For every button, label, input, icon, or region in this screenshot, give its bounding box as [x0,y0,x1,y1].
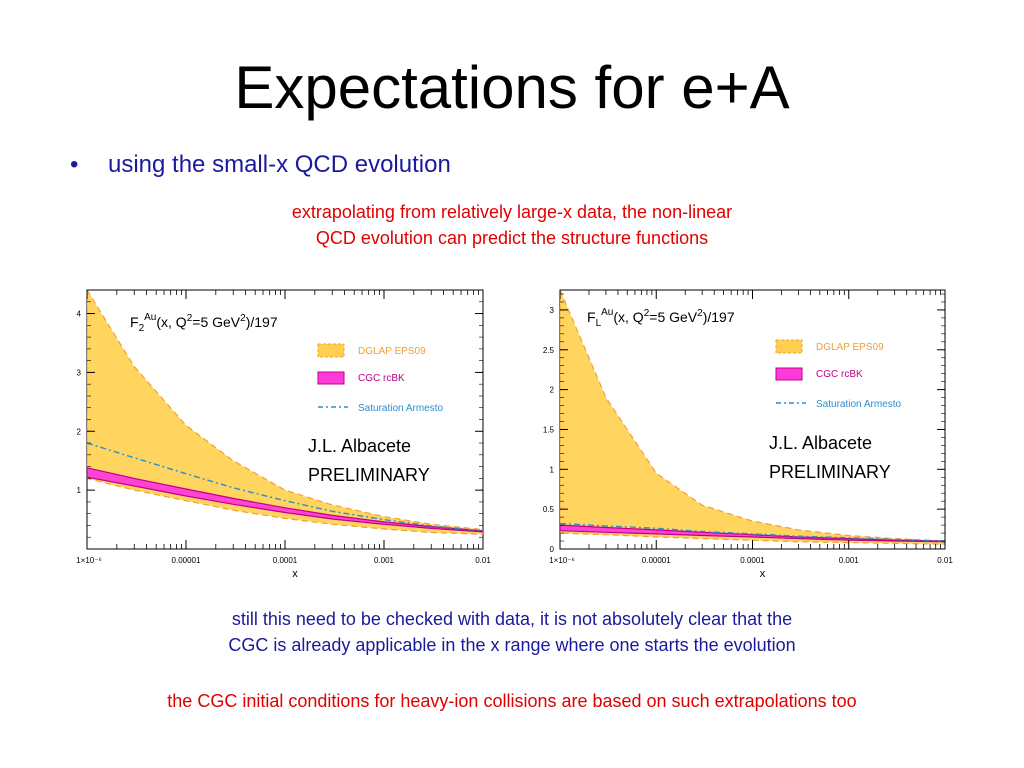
y-tick-label: 1.5 [543,425,555,434]
legend-dglap-swatch [317,343,345,358]
legend-cgc-swatch [775,367,803,381]
y-tick-label: 2.5 [543,346,555,355]
chart-title: F2Au(x, Q2=5 GeV2)/197 [130,312,278,334]
legend: DGLAP EPS09 CGC rcBK Saturation Armesto [775,339,901,410]
legend-dglap-label: DGLAP EPS09 [816,342,884,353]
x-tick-label: 0.001 [839,556,860,565]
x-tick-label: 0.0001 [740,556,765,565]
y-tick-label: 1 [77,486,82,495]
x-tick-label: 1×10⁻⁶ [549,556,575,565]
x-tick-label: 0.00001 [642,556,671,565]
legend-dglap-swatch [775,339,803,354]
y-axis: 0 0.5 1 1.5 2 2.5 3 [543,293,945,554]
chart-f2-panel: 1×10⁻⁶ 0.00001 0.0001 0.001 0.01 x 1 2 3 4 F2Au(x,… [60,282,496,587]
legend: DGLAP EPS09 CGC rcBK Saturation Armesto [317,343,443,414]
y-tick-label: 2 [77,427,82,436]
annotation-preliminary: PRELIMINARY [308,465,430,485]
x-tick-label: 0.00001 [172,556,201,565]
bullet-dot-icon: • [70,151,79,178]
legend-cgc-label: CGC rcBK [816,369,863,380]
dglap-band [560,290,945,545]
chart-title: FLAu(x, Q2=5 GeV2)/197 [587,307,735,329]
x-tick-label: 1×10⁻⁶ [76,556,102,565]
y-tick-label: 2 [550,386,555,395]
plot-area [87,290,483,535]
plot-area [560,290,945,545]
top-note-line-2: QCD evolution can predict the structure … [315,228,709,248]
bullet-item: • using the small-x QCD evolution [70,150,451,180]
x-tick-label: 0.0001 [273,556,298,565]
x-tick-label: 0.001 [374,556,395,565]
saturation-line [87,442,483,532]
x-axis-label: x [760,568,766,580]
annotation-author: J.L. Albacete [769,433,872,453]
top-note-line-1: extrapolating from relatively large-x da… [291,202,733,222]
y-tick-label: 3 [550,306,555,315]
cgc-band [560,524,945,543]
chart-fl: 1×10⁻⁶ 0.00001 0.0001 0.001 0.01 x 0 0.5 1 1.5 2 2.… [543,289,953,580]
x-axis: 1×10⁻⁶ 0.00001 0.0001 0.001 0.01 x [76,290,491,580]
y-tick-label: 0 [550,545,555,554]
legend-dglap-label: DGLAP EPS09 [358,346,426,357]
annotation-preliminary: PRELIMINARY [769,462,891,482]
x-tick-label: 0.01 [937,556,953,565]
saturation-line [560,522,945,542]
top-note: extrapolating from relatively large-x da… [0,199,1024,251]
chart-fl-panel: 1×10⁻⁶ 0.00001 0.0001 0.001 0.01 x 0 0.5 1 1.5 2 2.… [532,282,956,582]
bottom-note: the CGC initial conditions for heavy-ion… [0,688,1024,714]
y-axis: 1 2 3 4 [77,289,483,550]
x-axis-label: x [292,568,298,580]
chart-f2: 1×10⁻⁶ 0.00001 0.0001 0.001 0.01 x 1 2 3 4 F2Au(x,… [76,289,491,580]
legend-cgc-swatch [317,371,345,385]
cgc-band [87,467,483,533]
y-tick-label: 4 [77,310,82,319]
legend-cgc-label: CGC rcBK [358,373,405,384]
y-tick-label: 3 [77,368,82,377]
bottom-note-line: the CGC initial conditions for heavy-ion… [167,691,857,711]
y-tick-label: 1 [550,465,555,474]
middle-note: still this need to be checked with data,… [0,606,1024,658]
y-tick-label: 0.5 [543,505,555,514]
legend-saturation-label: Saturation Armesto [816,399,901,410]
middle-note-line-1: still this need to be checked with data,… [231,609,793,629]
middle-note-line-2: CGC is already applicable in the x range… [228,635,796,655]
x-tick-label: 0.01 [475,556,491,565]
slide-title: Expectations for e+A [234,54,790,121]
legend-saturation-label: Saturation Armesto [358,403,443,414]
bullet-text: using the small-x QCD evolution [108,151,451,178]
annotation-author: J.L. Albacete [308,436,411,456]
x-axis: 1×10⁻⁶ 0.00001 0.0001 0.001 0.01 x [549,290,953,580]
